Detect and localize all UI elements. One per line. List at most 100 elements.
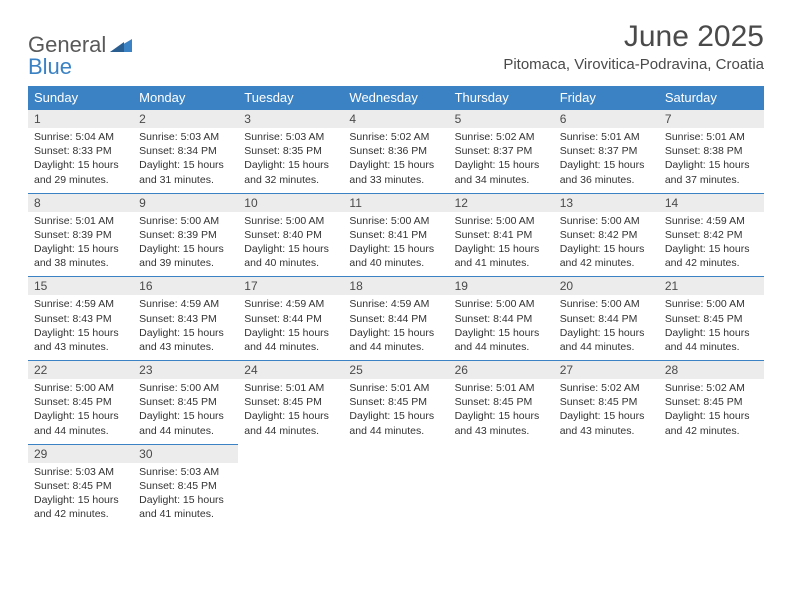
daylight-line: Daylight: 15 hours and 43 minutes.: [455, 409, 548, 437]
calendar-row: 29Sunrise: 5:03 AMSunset: 8:45 PMDayligh…: [28, 444, 764, 528]
day-details: Sunrise: 5:00 AMSunset: 8:39 PMDaylight:…: [133, 212, 238, 277]
daylight-label: Daylight:: [349, 327, 390, 339]
day-cell: 18Sunrise: 4:59 AMSunset: 8:44 PMDayligh…: [343, 276, 448, 360]
sunrise-label: Sunrise:: [34, 298, 73, 310]
daylight-label: Daylight:: [455, 243, 496, 255]
day-number: 4: [343, 110, 448, 128]
sunset-line: Sunset: 8:45 PM: [665, 395, 758, 409]
sunrise-line: Sunrise: 5:01 AM: [34, 214, 127, 228]
sunset-label: Sunset:: [244, 229, 280, 241]
sunrise-value: 5:00 AM: [286, 215, 325, 227]
location-text: Pitomaca, Virovitica-Podravina, Croatia: [503, 56, 764, 73]
sunset-value: 8:45 PM: [703, 396, 742, 408]
calendar-cell: 6Sunrise: 5:01 AMSunset: 8:37 PMDaylight…: [554, 109, 659, 193]
day-cell: 25Sunrise: 5:01 AMSunset: 8:45 PMDayligh…: [343, 360, 448, 444]
sunrise-line: Sunrise: 5:00 AM: [139, 381, 232, 395]
sunset-line: Sunset: 8:44 PM: [455, 312, 548, 326]
day-details: Sunrise: 5:01 AMSunset: 8:45 PMDaylight:…: [238, 379, 343, 444]
sunrise-value: 5:02 AM: [391, 131, 430, 143]
sunrise-label: Sunrise:: [34, 466, 73, 478]
sunrise-line: Sunrise: 5:01 AM: [349, 381, 442, 395]
day-cell: 21Sunrise: 5:00 AMSunset: 8:45 PMDayligh…: [659, 276, 764, 360]
sunrise-line: Sunrise: 5:00 AM: [139, 214, 232, 228]
empty-cell: [554, 444, 659, 520]
brand-logo: GeneralBlue: [28, 34, 132, 78]
sunset-line: Sunset: 8:37 PM: [560, 144, 653, 158]
day-details: Sunrise: 5:00 AMSunset: 8:42 PMDaylight:…: [554, 212, 659, 277]
daylight-line: Daylight: 15 hours and 38 minutes.: [34, 242, 127, 270]
daylight-line: Daylight: 15 hours and 31 minutes.: [139, 158, 232, 186]
sunrise-line: Sunrise: 5:00 AM: [349, 214, 442, 228]
daylight-line: Daylight: 15 hours and 34 minutes.: [455, 158, 548, 186]
sunrise-line: Sunrise: 5:02 AM: [560, 381, 653, 395]
sunset-value: 8:43 PM: [73, 313, 112, 325]
sunset-line: Sunset: 8:44 PM: [560, 312, 653, 326]
sunset-value: 8:45 PM: [493, 396, 532, 408]
sunset-line: Sunset: 8:45 PM: [139, 479, 232, 493]
daylight-line: Daylight: 15 hours and 44 minutes.: [665, 326, 758, 354]
sunrise-label: Sunrise:: [665, 382, 704, 394]
day-details: Sunrise: 5:03 AMSunset: 8:35 PMDaylight:…: [238, 128, 343, 193]
calendar-cell: 19Sunrise: 5:00 AMSunset: 8:44 PMDayligh…: [449, 276, 554, 360]
sunset-label: Sunset:: [455, 396, 491, 408]
day-details: Sunrise: 5:03 AMSunset: 8:45 PMDaylight:…: [133, 463, 238, 528]
sunset-line: Sunset: 8:38 PM: [665, 144, 758, 158]
sunset-label: Sunset:: [560, 396, 596, 408]
sunrise-label: Sunrise:: [349, 215, 388, 227]
daylight-label: Daylight:: [665, 243, 706, 255]
daylight-label: Daylight:: [244, 327, 285, 339]
sunrise-line: Sunrise: 5:03 AM: [244, 130, 337, 144]
day-number: 28: [659, 361, 764, 379]
sunrise-value: 5:01 AM: [75, 215, 114, 227]
daylight-label: Daylight:: [34, 243, 75, 255]
daylight-label: Daylight:: [560, 327, 601, 339]
calendar-cell: 21Sunrise: 5:00 AMSunset: 8:45 PMDayligh…: [659, 276, 764, 360]
calendar-cell: 14Sunrise: 4:59 AMSunset: 8:42 PMDayligh…: [659, 193, 764, 277]
daylight-line: Daylight: 15 hours and 42 minutes.: [560, 242, 653, 270]
calendar-cell: 20Sunrise: 5:00 AMSunset: 8:44 PMDayligh…: [554, 276, 659, 360]
sunrise-value: 5:01 AM: [391, 382, 430, 394]
day-number: 24: [238, 361, 343, 379]
calendar-row: 22Sunrise: 5:00 AMSunset: 8:45 PMDayligh…: [28, 360, 764, 444]
day-cell: 19Sunrise: 5:00 AMSunset: 8:44 PMDayligh…: [449, 276, 554, 360]
day-cell: 17Sunrise: 4:59 AMSunset: 8:44 PMDayligh…: [238, 276, 343, 360]
sunset-value: 8:41 PM: [388, 229, 427, 241]
calendar-cell: [449, 444, 554, 528]
sunrise-label: Sunrise:: [139, 298, 178, 310]
day-details: Sunrise: 5:02 AMSunset: 8:37 PMDaylight:…: [449, 128, 554, 193]
sunrise-label: Sunrise:: [349, 131, 388, 143]
calendar-cell: 22Sunrise: 5:00 AMSunset: 8:45 PMDayligh…: [28, 360, 133, 444]
calendar-cell: 26Sunrise: 5:01 AMSunset: 8:45 PMDayligh…: [449, 360, 554, 444]
day-number: 3: [238, 110, 343, 128]
calendar-cell: 24Sunrise: 5:01 AMSunset: 8:45 PMDayligh…: [238, 360, 343, 444]
sunrise-value: 5:02 AM: [601, 382, 640, 394]
sunrise-value: 5:01 AM: [496, 382, 535, 394]
weekday-header: Sunday: [28, 86, 133, 109]
calendar-cell: 28Sunrise: 5:02 AMSunset: 8:45 PMDayligh…: [659, 360, 764, 444]
calendar-cell: 1Sunrise: 5:04 AMSunset: 8:33 PMDaylight…: [28, 109, 133, 193]
day-cell: 22Sunrise: 5:00 AMSunset: 8:45 PMDayligh…: [28, 360, 133, 444]
day-cell: 4Sunrise: 5:02 AMSunset: 8:36 PMDaylight…: [343, 109, 448, 193]
sunrise-line: Sunrise: 5:04 AM: [34, 130, 127, 144]
day-details: Sunrise: 4:59 AMSunset: 8:44 PMDaylight:…: [343, 295, 448, 360]
brand-text: GeneralBlue: [28, 34, 132, 78]
day-number: 27: [554, 361, 659, 379]
sunset-line: Sunset: 8:45 PM: [349, 395, 442, 409]
calendar-cell: 10Sunrise: 5:00 AMSunset: 8:40 PMDayligh…: [238, 193, 343, 277]
sunset-value: 8:37 PM: [493, 145, 532, 157]
calendar-cell: 7Sunrise: 5:01 AMSunset: 8:38 PMDaylight…: [659, 109, 764, 193]
sunset-line: Sunset: 8:45 PM: [139, 395, 232, 409]
calendar-cell: 30Sunrise: 5:03 AMSunset: 8:45 PMDayligh…: [133, 444, 238, 528]
sunset-value: 8:45 PM: [178, 396, 217, 408]
day-details: Sunrise: 5:01 AMSunset: 8:45 PMDaylight:…: [343, 379, 448, 444]
day-details: Sunrise: 5:04 AMSunset: 8:33 PMDaylight:…: [28, 128, 133, 193]
daylight-line: Daylight: 15 hours and 44 minutes.: [244, 326, 337, 354]
day-cell: 23Sunrise: 5:00 AMSunset: 8:45 PMDayligh…: [133, 360, 238, 444]
sunrise-label: Sunrise:: [244, 215, 283, 227]
day-details: Sunrise: 4:59 AMSunset: 8:43 PMDaylight:…: [28, 295, 133, 360]
day-details: Sunrise: 5:00 AMSunset: 8:41 PMDaylight:…: [449, 212, 554, 277]
sunrise-value: 5:00 AM: [181, 215, 220, 227]
day-details: Sunrise: 5:01 AMSunset: 8:38 PMDaylight:…: [659, 128, 764, 193]
sunrise-label: Sunrise:: [665, 131, 704, 143]
day-cell: 5Sunrise: 5:02 AMSunset: 8:37 PMDaylight…: [449, 109, 554, 193]
